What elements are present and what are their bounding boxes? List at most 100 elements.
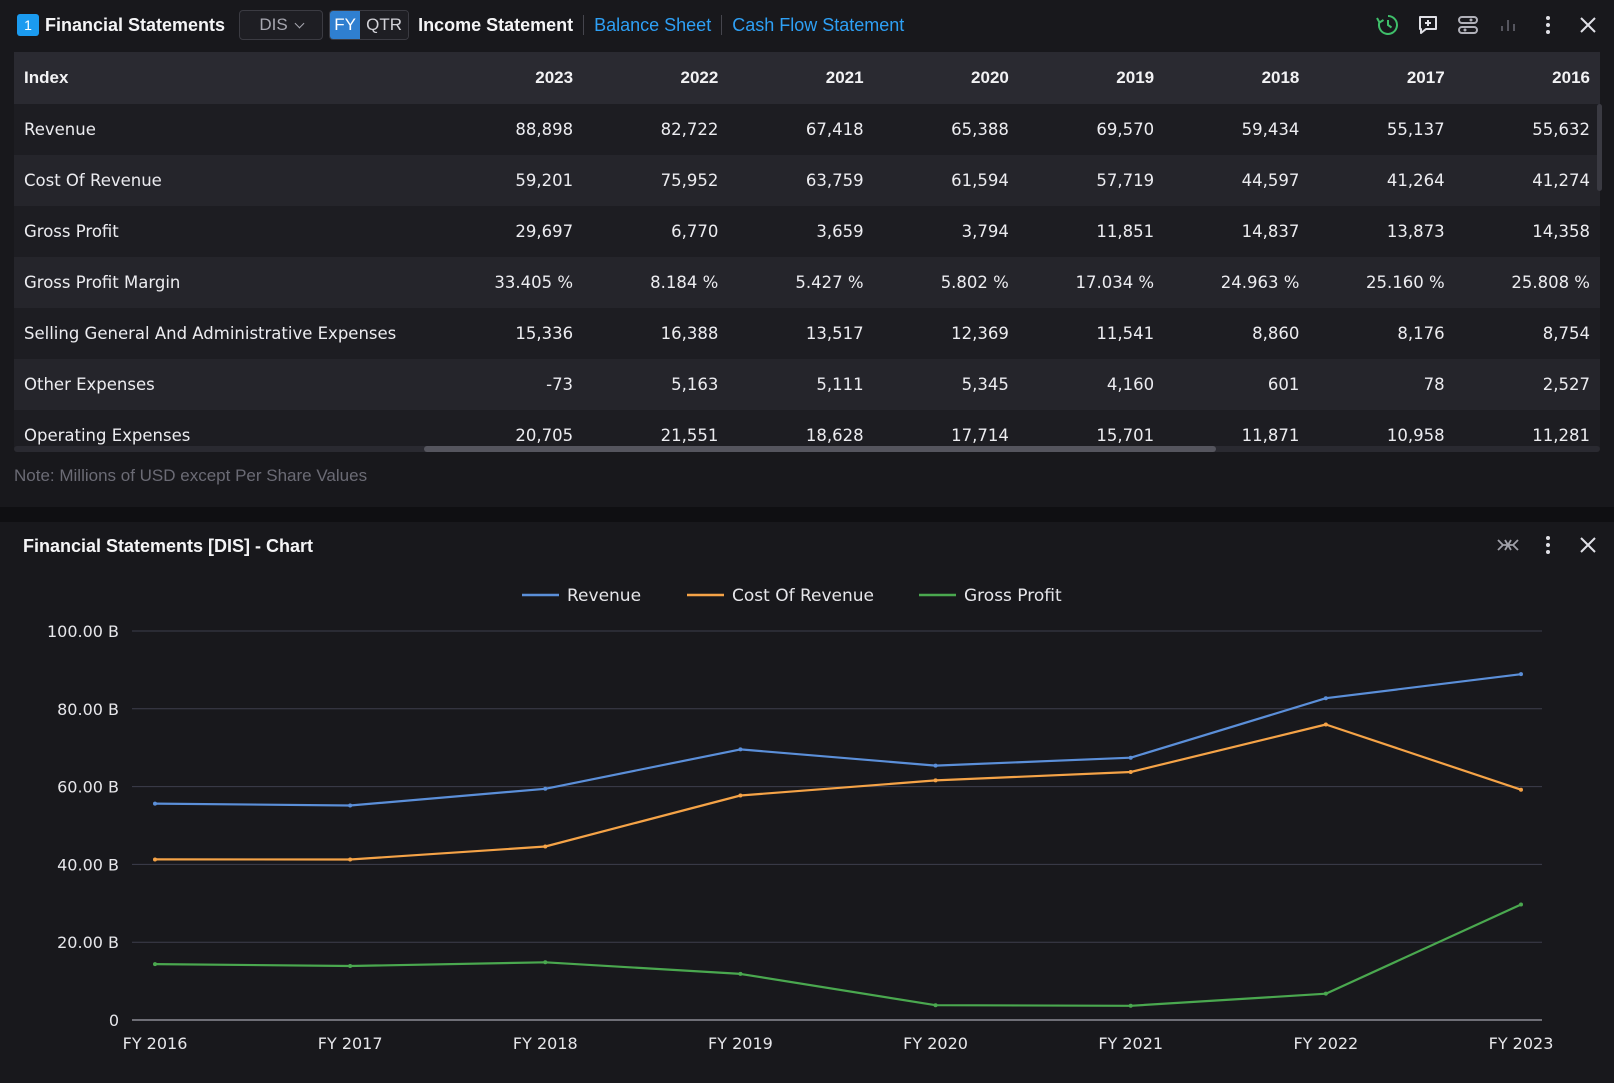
series-line-revenue[interactable] <box>154 673 1522 807</box>
table-cell: 17.034 % <box>1018 257 1165 308</box>
data-point[interactable] <box>348 857 353 862</box>
collapse-icon[interactable] <box>1488 525 1528 565</box>
table-row[interactable]: Cost Of Revenue 59,201 75,952 63,759 61,594 5… <box>14 155 1600 206</box>
table-cell: 3,659 <box>728 206 874 257</box>
table-cell: 24.963 % <box>1164 257 1310 308</box>
data-point[interactable] <box>153 801 157 806</box>
column-header-index[interactable]: Index <box>14 52 438 104</box>
table-cell: 5,345 <box>873 359 1019 410</box>
tab-divider <box>583 15 585 35</box>
period-qtr-button[interactable]: QTR <box>360 11 409 39</box>
horizontal-scrollbar[interactable] <box>424 446 1216 452</box>
x-tick-label: FY 2019 <box>708 1034 773 1053</box>
tab-balance-sheet[interactable]: Balance Sheet <box>594 14 712 35</box>
data-point[interactable] <box>543 786 548 791</box>
table-cell: 25.808 % <box>1454 257 1600 308</box>
table-cell: 41,264 <box>1309 155 1455 206</box>
column-header-year[interactable]: 2022 <box>583 52 729 104</box>
table-row[interactable]: Other Expenses -73 5,163 5,111 5,345 4,160 601… <box>14 359 1600 410</box>
row-label: Cost Of Revenue <box>14 155 438 206</box>
data-point[interactable] <box>348 803 353 808</box>
data-point[interactable] <box>1323 991 1328 996</box>
table-cell: 8,176 <box>1309 308 1455 359</box>
data-point[interactable] <box>738 971 743 976</box>
settings-icon[interactable] <box>1448 5 1488 45</box>
ticker-select[interactable]: DIS <box>239 10 324 40</box>
vertical-scrollbar[interactable] <box>1597 104 1602 191</box>
data-point[interactable] <box>1323 722 1328 727</box>
column-header-year[interactable]: 2023 <box>437 52 584 104</box>
table-cell: 3,794 <box>873 206 1019 257</box>
chart-legend: Revenue Cost Of Revenue Gross Profit <box>522 586 1062 606</box>
data-point[interactable] <box>1519 672 1523 677</box>
y-tick-label: 20.00 B <box>57 933 119 952</box>
period-fy-button[interactable]: FY <box>330 11 361 39</box>
chart-series <box>153 672 1523 1008</box>
table-cell: 6,770 <box>583 206 729 257</box>
line-chart[interactable]: Revenue Cost Of Revenue Gross Profit 0 20.0… <box>0 522 1614 1083</box>
data-point[interactable] <box>1519 902 1523 907</box>
table-row[interactable]: Gross Profit 29,697 6,770 3,659 3,794 11,851 1… <box>14 206 1600 257</box>
legend-label[interactable]: Cost Of Revenue <box>732 586 874 606</box>
column-header-year[interactable]: 2018 <box>1164 52 1310 104</box>
legend-label[interactable]: Gross Profit <box>964 586 1062 606</box>
close-icon[interactable] <box>1568 525 1608 565</box>
data-point[interactable] <box>1128 1003 1133 1008</box>
table-row[interactable]: Gross Profit Margin 33.405 % 8.184 % 5.427 … <box>14 257 1600 308</box>
data-point[interactable] <box>1128 769 1133 774</box>
table-cell: 8.184 % <box>583 257 729 308</box>
data-point[interactable] <box>1323 696 1328 701</box>
income-statement-table-container[interactable]: Index 2023 2022 2021 2020 2019 2018 2017… <box>14 52 1600 448</box>
legend-label[interactable]: Revenue <box>567 586 641 606</box>
data-point[interactable] <box>1128 755 1133 760</box>
table-cell: 59,201 <box>437 155 584 206</box>
column-header-year[interactable]: 2021 <box>728 52 874 104</box>
row-label: Other Expenses <box>14 359 438 410</box>
table-row[interactable]: Operating Expenses 20,705 21,551 18,628 17,7… <box>14 410 1600 448</box>
table-row[interactable]: Revenue 88,898 82,722 67,418 65,388 69,570 59,… <box>14 104 1600 155</box>
more-icon[interactable] <box>1528 5 1568 45</box>
close-icon[interactable] <box>1568 5 1608 45</box>
chart-toolbar <box>1488 522 1614 568</box>
data-point[interactable] <box>738 747 743 752</box>
y-tick-label: 0 <box>109 1011 119 1030</box>
history-icon[interactable] <box>1368 5 1408 45</box>
column-header-year[interactable]: 2017 <box>1309 52 1455 104</box>
data-point[interactable] <box>543 960 548 965</box>
series-line-gross-profit[interactable] <box>154 903 1522 1007</box>
data-point[interactable] <box>153 962 157 967</box>
column-header-year[interactable]: 2019 <box>1018 52 1165 104</box>
data-point[interactable] <box>933 763 938 768</box>
chart-toggle-icon[interactable] <box>1488 5 1528 45</box>
data-point[interactable] <box>348 964 353 969</box>
more-icon[interactable] <box>1528 525 1568 565</box>
series-line-cost-of-revenue[interactable] <box>154 723 1522 861</box>
data-point[interactable] <box>543 844 548 849</box>
column-header-year[interactable]: 2016 <box>1454 52 1600 104</box>
feedback-icon[interactable] <box>1408 5 1448 45</box>
x-tick-label: FY 2023 <box>1489 1034 1554 1053</box>
table-cell: 5.427 % <box>728 257 874 308</box>
table-cell: 13,517 <box>728 308 874 359</box>
data-point[interactable] <box>933 1003 938 1008</box>
y-tick-label: 40.00 B <box>57 855 119 874</box>
table-cell: 25.160 % <box>1309 257 1455 308</box>
table-cell: 5,163 <box>583 359 729 410</box>
data-point[interactable] <box>153 857 157 862</box>
table-cell: 65,388 <box>873 104 1019 155</box>
tab-cash-flow-statement[interactable]: Cash Flow Statement <box>732 14 905 35</box>
data-point[interactable] <box>933 778 938 783</box>
tab-income-statement[interactable]: Income Statement <box>418 14 574 35</box>
table-cell: 10,958 <box>1309 410 1455 448</box>
table-cell: 75,952 <box>583 155 729 206</box>
row-label: Revenue <box>14 104 438 155</box>
table-cell: 16,388 <box>583 308 729 359</box>
data-point[interactable] <box>1519 787 1523 792</box>
table-row[interactable]: Selling General And Administrative Expen… <box>14 308 1600 359</box>
table-cell: 44,597 <box>1164 155 1310 206</box>
row-label: Gross Profit Margin <box>14 257 438 308</box>
table-cell: 11,851 <box>1018 206 1165 257</box>
table-cell: 4,160 <box>1018 359 1165 410</box>
data-point[interactable] <box>738 793 743 798</box>
column-header-year[interactable]: 2020 <box>873 52 1019 104</box>
